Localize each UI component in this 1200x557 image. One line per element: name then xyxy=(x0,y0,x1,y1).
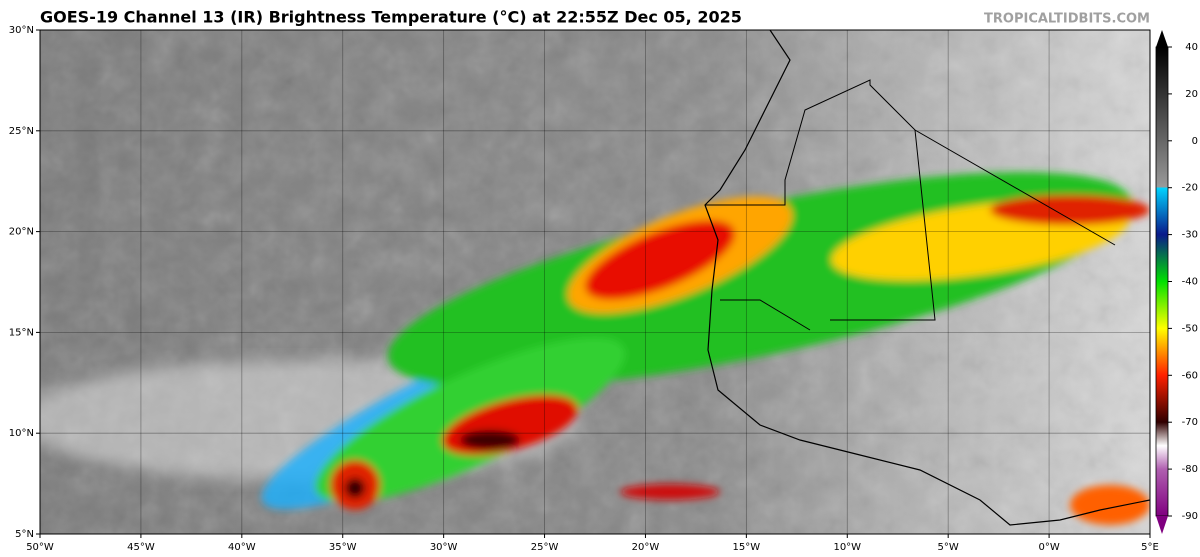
colorbar-extend-top xyxy=(1156,30,1168,47)
lon-tick-label: 35°W xyxy=(329,542,357,553)
map-frame xyxy=(39,29,1151,535)
lon-tick-label: 25°W xyxy=(531,542,559,553)
satellite-image xyxy=(40,30,1150,534)
colorbar-tick-label: -70 xyxy=(1182,417,1198,428)
colorbar xyxy=(1155,46,1169,517)
lon-tick-label: 40°W xyxy=(228,542,256,553)
colorbar-tick-label: 0 xyxy=(1192,136,1198,147)
lat-tick-label: 10°N xyxy=(9,428,34,439)
colorbar-tick-label: -90 xyxy=(1182,511,1198,522)
lon-tick-label: 5°E xyxy=(1141,542,1159,553)
colorbar-tick-label: -80 xyxy=(1182,464,1198,475)
lon-tick-label: 10°W xyxy=(833,542,861,553)
colorbar-tick-label: -20 xyxy=(1182,183,1198,194)
colorbar-tick-label: 40 xyxy=(1185,42,1198,53)
lon-tick-label: 50°W xyxy=(26,542,54,553)
colorbar-tick-label: -30 xyxy=(1182,230,1198,241)
colorbar-tick-label: -50 xyxy=(1182,323,1198,334)
title: GOES-19 Channel 13 (IR) Brightness Tempe… xyxy=(40,8,742,27)
lon-tick-label: 0°W xyxy=(1038,542,1059,553)
colorbar-tick-label: -40 xyxy=(1182,277,1198,288)
colorbar-tick-label: -60 xyxy=(1182,370,1198,381)
lon-tick-label: 5°W xyxy=(938,542,959,553)
lat-tick-label: 5°N xyxy=(15,529,34,540)
lat-tick-label: 25°N xyxy=(9,126,34,137)
lon-tick-label: 20°W xyxy=(632,542,660,553)
lat-tick-label: 20°N xyxy=(9,227,34,238)
watermark: TROPICALTIDBITS.COM xyxy=(984,12,1150,27)
colorbar-extend-bottom xyxy=(1156,516,1168,534)
lon-tick-label: 30°W xyxy=(430,542,458,553)
lon-tick-label: 45°W xyxy=(127,542,155,553)
lon-tick-label: 15°W xyxy=(733,542,761,553)
lat-tick-label: 15°N xyxy=(9,327,34,338)
colorbar-tick-label: 20 xyxy=(1185,89,1198,100)
lat-tick-label: 30°N xyxy=(9,25,34,36)
